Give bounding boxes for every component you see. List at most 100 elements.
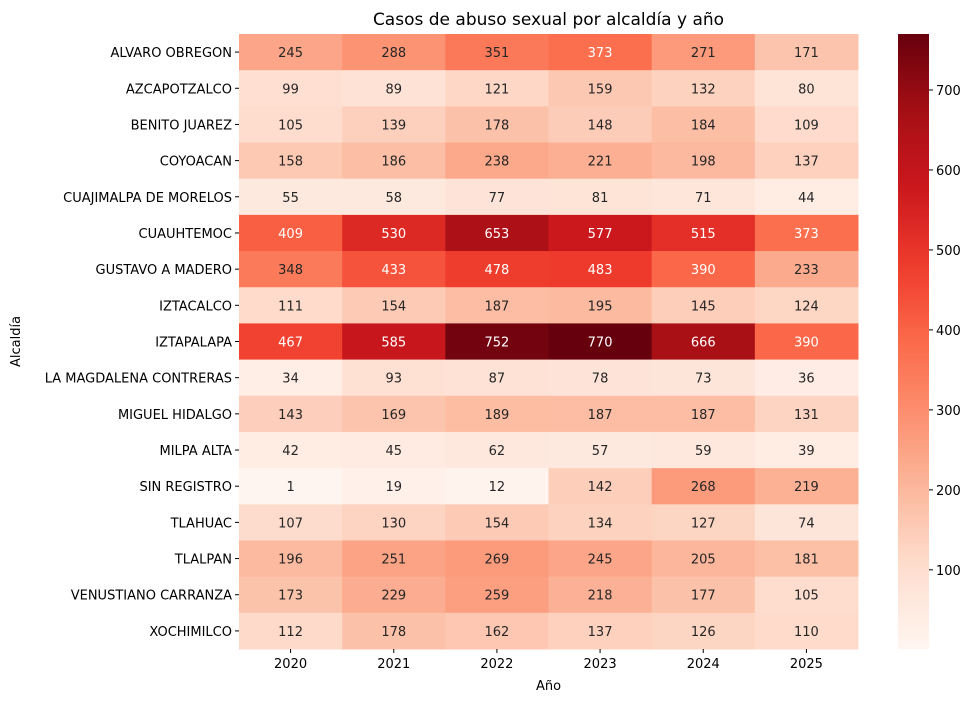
cell-value-label: 132 (691, 82, 716, 97)
cell-value-label: 251 (381, 553, 406, 568)
heatmap-cell (239, 34, 343, 71)
cell-value-label: 130 (381, 516, 406, 531)
cell-value-label: 433 (381, 263, 406, 278)
cell-value-label: 62 (489, 444, 506, 459)
cell-value-label: 134 (588, 516, 613, 531)
heatmap-cell (548, 142, 653, 180)
heatmap-cell (239, 70, 343, 107)
cell-value-label: 110 (794, 625, 819, 640)
heatmap-cell (342, 612, 446, 650)
heatmap-cell (754, 214, 859, 252)
heatmap-cell (754, 540, 859, 578)
heatmap-cell (548, 214, 653, 252)
heatmap-cell (548, 251, 653, 288)
heatmap-cell (239, 468, 343, 505)
y-tick-label: TLAHUAC (170, 516, 232, 531)
y-tick-label: ALVARO OBREGON (111, 46, 233, 61)
cell-value-label: 186 (381, 155, 406, 170)
heatmap-cell (754, 106, 859, 144)
cell-value-label: 105 (794, 589, 819, 604)
heatmap-cell (651, 142, 756, 180)
y-tick-label: COYOACAN (160, 155, 232, 170)
cell-value-label: 171 (794, 46, 819, 61)
cell-value-label: 158 (278, 155, 303, 170)
cell-value-label: 348 (278, 263, 303, 278)
heatmap-cell (651, 214, 756, 252)
colorbar-tick-label: 700 (936, 84, 961, 99)
heatmap-cell (445, 395, 549, 433)
cell-value-label: 154 (485, 516, 510, 531)
cell-value-label: 390 (691, 263, 716, 278)
cell-value-label: 218 (588, 589, 613, 604)
x-tick-label: 2020 (274, 657, 307, 672)
heatmap-cell (239, 251, 343, 288)
heatmap-cell (342, 142, 446, 180)
heatmap-cell (342, 504, 446, 541)
cell-value-label: 233 (794, 263, 819, 278)
cell-value-label: 238 (485, 155, 510, 170)
cell-value-label: 483 (588, 263, 613, 278)
cell-value-label: 187 (588, 408, 613, 423)
heatmap-cell (445, 504, 549, 541)
cell-value-label: 585 (381, 336, 406, 351)
colorbar-tick-label: 100 (936, 564, 961, 579)
cell-value-label: 577 (588, 227, 613, 242)
heatmap-cell (342, 70, 446, 107)
cell-value-label: 154 (381, 299, 406, 314)
cell-value-label: 109 (794, 118, 819, 133)
heatmap-cell (548, 431, 653, 469)
heatmap-cell (342, 576, 446, 614)
heatmap-cell (651, 540, 756, 578)
heatmap-cell (445, 359, 549, 397)
cell-value-label: 124 (794, 299, 819, 314)
cell-value-label: 169 (381, 408, 406, 423)
y-tick-label: MIGUEL HIDALGO (118, 408, 232, 423)
heatmap-cell (342, 395, 446, 433)
heatmap-cell (651, 612, 756, 650)
cell-value-label: 39 (798, 444, 815, 459)
y-axis-label: Alcaldía (9, 316, 24, 367)
heatmap-cell (342, 214, 446, 252)
cell-value-label: 42 (282, 444, 299, 459)
y-tick-label: MILPA ALTA (160, 444, 233, 459)
cell-value-label: 112 (278, 625, 303, 640)
heatmap-cell (239, 540, 343, 578)
heatmap-cell (445, 70, 549, 107)
cell-value-label: 198 (691, 155, 716, 170)
heatmap-cell (651, 431, 756, 469)
cell-value-label: 145 (691, 299, 716, 314)
cell-value-label: 229 (381, 589, 406, 604)
cell-value-label: 195 (588, 299, 613, 314)
heatmap-cell (754, 178, 859, 216)
heatmap-cell (342, 431, 446, 469)
heatmap-cell (445, 142, 549, 180)
heatmap-cell (342, 323, 446, 361)
heatmap-cell (445, 612, 549, 650)
colorbar-tick-label: 600 (936, 164, 961, 179)
heatmap-cell (239, 142, 343, 180)
heatmap-cell (754, 34, 859, 71)
cell-value-label: 245 (588, 553, 613, 568)
heatmap-cell (239, 214, 343, 252)
cell-value-label: 80 (798, 82, 815, 97)
cell-value-label: 89 (385, 82, 402, 97)
heatmap-cell (754, 576, 859, 614)
y-tick-label: GUSTAVO A MADERO (96, 263, 233, 278)
cell-value-label: 1 (286, 480, 294, 495)
cell-value-label: 181 (794, 553, 819, 568)
cell-value-label: 19 (385, 480, 402, 495)
cell-value-label: 137 (794, 155, 819, 170)
heatmap-cell (342, 287, 446, 324)
cell-value-label: 373 (588, 46, 613, 61)
heatmap-cell (342, 106, 446, 144)
y-tick-label: VENUSTIANO CARRANZA (71, 589, 232, 604)
cell-value-label: 45 (385, 444, 402, 459)
heatmap-cell (548, 178, 653, 216)
cell-value-label: 196 (278, 553, 303, 568)
heatmap-cell (239, 323, 343, 361)
heatmap-cell (754, 468, 859, 505)
cell-value-label: 74 (798, 516, 815, 531)
heatmap-cell (651, 395, 756, 433)
